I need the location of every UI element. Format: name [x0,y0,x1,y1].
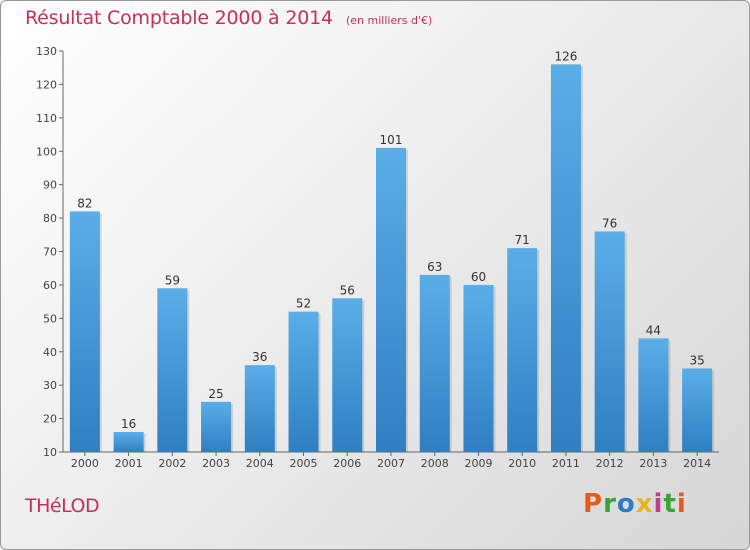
bar-2001 [113,431,144,452]
data-label: 76 [602,216,617,230]
x-tick-label: 2003 [202,457,230,470]
logo-letter: x [635,489,654,519]
data-label: 52 [296,297,311,311]
x-tick-label: 2007 [377,457,405,470]
bar-2003 [201,401,232,452]
data-label: 59 [165,273,180,287]
data-label: 82 [77,196,92,210]
y-tick-label: 30 [43,379,57,392]
data-label: 126 [554,49,577,63]
commune-name: THéLOD [25,495,100,517]
x-tick-label: 2005 [290,457,318,470]
data-label: 25 [208,387,223,401]
y-tick-label: 40 [43,346,57,359]
logo-letter: P [583,489,604,519]
chart-subtitle: (en milliers d'€) [345,14,433,27]
y-tick-label: 80 [43,212,57,225]
y-tick-label: 10 [43,446,57,459]
x-tick-label: 2004 [246,457,274,470]
bar-2008 [419,274,450,452]
y-tick-label: 100 [36,145,57,158]
x-axis: 2000 2001 2002 2003 2004 2005 2006 2007 2008 2009… [63,451,719,470]
x-tick-label: 2013 [639,457,667,470]
bar-2006 [332,298,363,452]
bar-2005 [288,311,319,452]
bar-2014 [682,368,713,452]
y-tick-label: 90 [43,179,57,192]
bar-2010 [507,248,538,452]
y-tick-label: 60 [43,279,57,292]
y-tick-label: 110 [36,112,57,125]
logo-letter: o [616,489,636,519]
title-row: Résultat Comptable 2000 à 2014 (en milli… [25,7,432,29]
data-label: 44 [646,323,661,337]
y-axis: 10 20 30 40 50 60 70 80 90 100 110 120 130 [36,45,64,459]
proxiti-logo: Proxiti [583,489,687,519]
x-tick-label: 2012 [596,457,624,470]
data-label: 56 [340,283,355,297]
data-label: 60 [471,270,486,284]
x-tick-label: 2000 [71,457,99,470]
data-label: 36 [252,350,267,364]
x-tick-label: 2011 [552,457,580,470]
bar-2007 [376,147,406,453]
data-label: 63 [427,260,442,274]
bar-2013 [638,338,669,452]
x-tick-label: 2014 [683,457,711,470]
data-label: 101 [380,133,403,147]
bars [69,64,715,453]
data-label: 16 [121,417,136,431]
x-tick-label: 2008 [421,457,449,470]
logo-letter: r [603,489,617,519]
bar-2011 [550,64,581,452]
logo-letter: i [676,489,687,519]
bar-2012 [594,231,625,452]
logo-letter: i [653,489,664,519]
logo-letter: t [663,489,677,519]
x-tick-label: 2001 [115,457,143,470]
bar-2004 [244,365,275,452]
bar-2000 [69,211,100,452]
bar-2002 [157,288,188,452]
y-tick-label: 120 [36,78,57,91]
data-labels: 82 16 59 25 36 52 56 101 63 60 71 126 76 44 35 [77,49,705,431]
y-tick-label: 20 [43,413,57,426]
y-tick-label: 130 [36,45,57,58]
y-tick-label: 70 [43,246,57,259]
chart-title: Résultat Comptable 2000 à 2014 [25,7,333,29]
x-tick-label: 2002 [158,457,186,470]
y-tick-label: 50 [43,312,57,325]
data-label: 35 [689,353,704,367]
data-label: 71 [515,233,530,247]
x-tick-label: 2006 [333,457,361,470]
x-tick-label: 2010 [508,457,536,470]
x-tick-label: 2009 [464,457,492,470]
bar-2009 [463,284,494,452]
